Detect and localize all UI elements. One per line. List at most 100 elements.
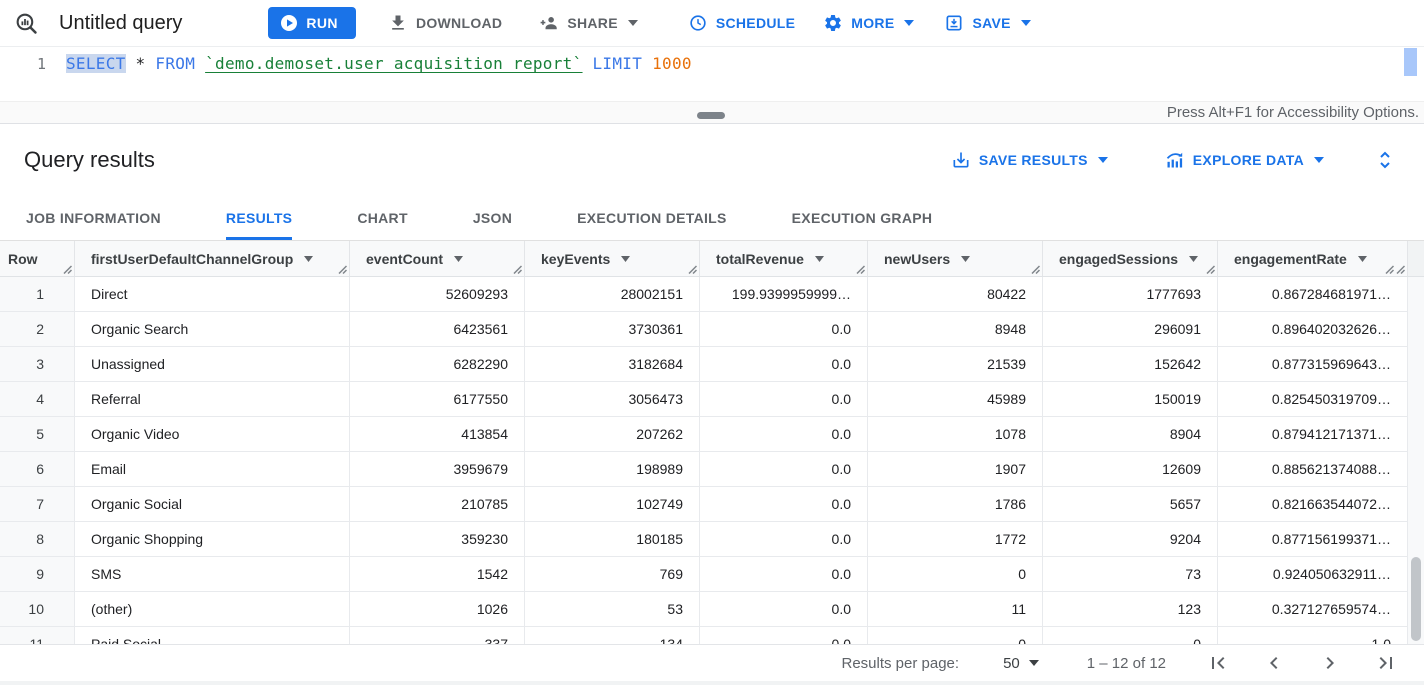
table-cell-eventcount[interactable]: 413854 <box>350 417 525 451</box>
column-resize-icon[interactable] <box>1030 264 1040 274</box>
table-cell-firstuserdefaultchannelgroup[interactable]: Organic Search <box>75 312 350 346</box>
table-cell-totalrevenue[interactable]: 0.0 <box>700 627 868 644</box>
last-page-button[interactable] <box>1374 651 1398 675</box>
sort-caret-icon[interactable] <box>1357 255 1367 262</box>
column-header-totalrevenue[interactable]: totalRevenue <box>700 241 868 276</box>
table-cell-firstuserdefaultchannelgroup[interactable]: Referral <box>75 382 350 416</box>
table-cell-engagementrate[interactable]: 0.877315969643… <box>1218 347 1408 381</box>
row-number-cell[interactable]: 8 <box>0 522 75 556</box>
table-scrollbar-thumb[interactable] <box>1411 557 1421 641</box>
table-cell-engagedsessions[interactable]: 0 <box>1043 627 1218 644</box>
column-header-firstuserdefaultchannelgroup[interactable]: firstUserDefaultChannelGroup <box>75 241 350 276</box>
column-header-engagedsessions[interactable]: engagedSessions <box>1043 241 1218 276</box>
table-cell-firstuserdefaultchannelgroup[interactable]: (other) <box>75 592 350 626</box>
column-resize-icon[interactable] <box>1205 264 1215 274</box>
row-number-cell[interactable]: 10 <box>0 592 75 626</box>
column-header-newusers[interactable]: newUsers <box>868 241 1043 276</box>
table-cell-keyevents[interactable]: 3056473 <box>525 382 700 416</box>
table-cell-engagedsessions[interactable]: 152642 <box>1043 347 1218 381</box>
table-cell-newusers[interactable]: 1772 <box>868 522 1043 556</box>
table-cell-newusers[interactable]: 8948 <box>868 312 1043 346</box>
table-cell-engagementrate[interactable]: 0.924050632911… <box>1218 557 1408 591</box>
sql-table-reference[interactable]: `demo.demoset.user_acquisition_report` <box>205 54 583 73</box>
editor-scrollbar-thumb[interactable] <box>1404 48 1417 76</box>
table-cell-totalrevenue[interactable]: 199.9399959999… <box>700 277 868 311</box>
table-cell-engagedsessions[interactable]: 8904 <box>1043 417 1218 451</box>
table-cell-eventcount[interactable]: 1026 <box>350 592 525 626</box>
tab-execution-details[interactable]: EXECUTION DETAILS <box>577 210 727 226</box>
table-cell-eventcount[interactable]: 1542 <box>350 557 525 591</box>
table-cell-keyevents[interactable]: 102749 <box>525 487 700 521</box>
sort-caret-icon[interactable] <box>961 255 971 262</box>
schedule-button[interactable]: SCHEDULE <box>688 13 795 33</box>
table-cell-newusers[interactable]: 1907 <box>868 452 1043 486</box>
table-cell-engagedsessions[interactable]: 73 <box>1043 557 1218 591</box>
sort-caret-icon[interactable] <box>814 255 824 262</box>
table-cell-engagementrate[interactable]: 0.821663544072… <box>1218 487 1408 521</box>
table-cell-engagedsessions[interactable]: 296091 <box>1043 312 1218 346</box>
table-cell-engagementrate[interactable]: 0.867284681971… <box>1218 277 1408 311</box>
table-cell-newusers[interactable]: 0 <box>868 627 1043 644</box>
share-button[interactable]: SHARE <box>538 13 638 34</box>
sql-code-line[interactable]: SELECT * FROM `demo.demoset.user_acquisi… <box>66 54 692 73</box>
explore-data-button[interactable]: EXPLORE DATA <box>1164 150 1324 171</box>
table-cell-totalrevenue[interactable]: 0.0 <box>700 382 868 416</box>
table-cell-eventcount[interactable]: 3959679 <box>350 452 525 486</box>
table-cell-firstuserdefaultchannelgroup[interactable]: Direct <box>75 277 350 311</box>
table-cell-engagementrate[interactable]: 0.896402032626… <box>1218 312 1408 346</box>
table-cell-newusers[interactable]: 11 <box>868 592 1043 626</box>
table-cell-eventcount[interactable]: 52609293 <box>350 277 525 311</box>
expand-panel-button[interactable] <box>1376 149 1394 171</box>
row-number-cell[interactable]: 4 <box>0 382 75 416</box>
first-page-button[interactable] <box>1206 651 1230 675</box>
column-resize-icon[interactable] <box>337 264 347 274</box>
sql-editor[interactable]: 1 SELECT * FROM `demo.demoset.user_acqui… <box>0 47 1424 101</box>
row-number-cell[interactable]: 5 <box>0 417 75 451</box>
table-cell-firstuserdefaultchannelgroup[interactable]: Paid Social <box>75 627 350 644</box>
sort-caret-icon[interactable] <box>1189 255 1199 262</box>
table-cell-totalrevenue[interactable]: 0.0 <box>700 312 868 346</box>
table-cell-newusers[interactable]: 0 <box>868 557 1043 591</box>
table-cell-firstuserdefaultchannelgroup[interactable]: Organic Social <box>75 487 350 521</box>
column-header-keyevents[interactable]: keyEvents <box>525 241 700 276</box>
tab-execution-graph[interactable]: EXECUTION GRAPH <box>791 210 933 226</box>
table-cell-eventcount[interactable]: 6177550 <box>350 382 525 416</box>
row-number-cell[interactable]: 7 <box>0 487 75 521</box>
table-cell-totalrevenue[interactable]: 0.0 <box>700 347 868 381</box>
table-cell-firstuserdefaultchannelgroup[interactable]: Email <box>75 452 350 486</box>
row-number-cell[interactable]: 3 <box>0 347 75 381</box>
table-cell-totalrevenue[interactable]: 0.0 <box>700 592 868 626</box>
column-resize-icon[interactable] <box>62 264 72 274</box>
column-resize-icon[interactable] <box>855 264 865 274</box>
table-cell-engagedsessions[interactable]: 1777693 <box>1043 277 1218 311</box>
sort-caret-icon[interactable] <box>621 255 631 262</box>
table-cell-engagedsessions[interactable]: 150019 <box>1043 382 1218 416</box>
row-number-cell[interactable]: 9 <box>0 557 75 591</box>
table-cell-eventcount[interactable]: 337 <box>350 627 525 644</box>
table-resize-icon[interactable] <box>1384 264 1394 274</box>
tab-json[interactable]: JSON <box>472 210 513 226</box>
column-resize-icon[interactable] <box>1395 264 1405 274</box>
sort-caret-icon[interactable] <box>304 255 314 262</box>
table-cell-eventcount[interactable]: 210785 <box>350 487 525 521</box>
table-cell-keyevents[interactable]: 134 <box>525 627 700 644</box>
download-button[interactable]: DOWNLOAD <box>388 13 502 33</box>
table-cell-firstuserdefaultchannelgroup[interactable]: Organic Video <box>75 417 350 451</box>
table-cell-eventcount[interactable]: 6282290 <box>350 347 525 381</box>
tab-results[interactable]: RESULTS <box>225 196 293 240</box>
table-cell-engagedsessions[interactable]: 5657 <box>1043 487 1218 521</box>
table-cell-keyevents[interactable]: 3730361 <box>525 312 700 346</box>
table-cell-newusers[interactable]: 1078 <box>868 417 1043 451</box>
save-results-button[interactable]: SAVE RESULTS <box>951 150 1108 170</box>
sort-caret-icon[interactable] <box>454 255 463 262</box>
table-cell-engagementrate[interactable]: 1.0 <box>1218 627 1408 644</box>
table-cell-firstuserdefaultchannelgroup[interactable]: Organic Shopping <box>75 522 350 556</box>
table-cell-firstuserdefaultchannelgroup[interactable]: SMS <box>75 557 350 591</box>
table-cell-keyevents[interactable]: 28002151 <box>525 277 700 311</box>
tab-job-information[interactable]: JOB INFORMATION <box>26 210 161 226</box>
prev-page-button[interactable] <box>1262 651 1286 675</box>
table-cell-newusers[interactable]: 1786 <box>868 487 1043 521</box>
table-cell-totalrevenue[interactable]: 0.0 <box>700 452 868 486</box>
row-number-cell[interactable]: 11 <box>0 627 75 644</box>
table-scrollbar[interactable] <box>1408 277 1424 644</box>
